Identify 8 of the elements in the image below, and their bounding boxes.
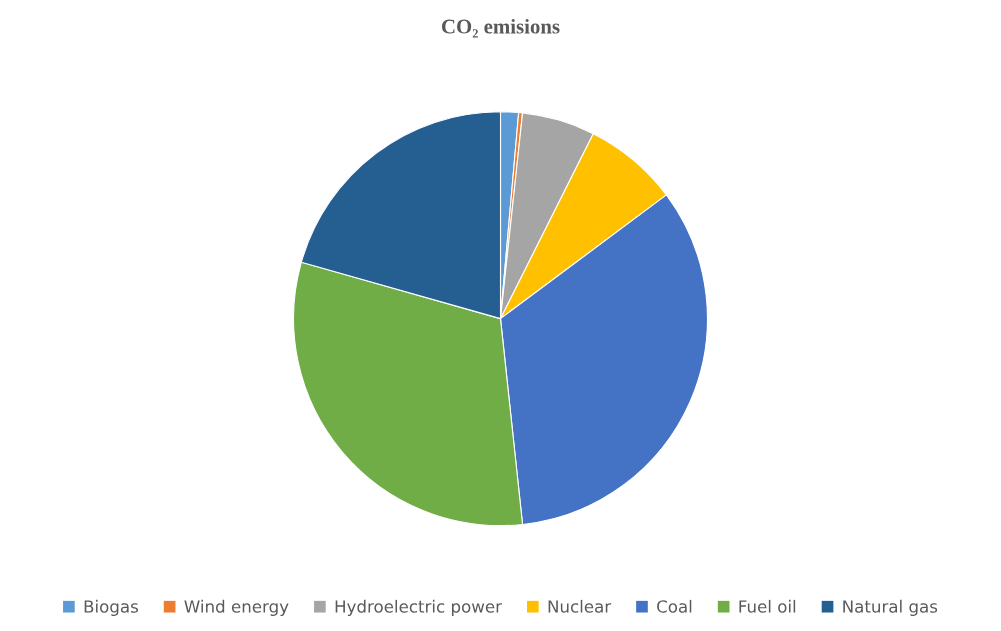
legend-label: Hydroelectric power bbox=[335, 599, 502, 616]
legend-label: Natural gas bbox=[843, 599, 938, 616]
legend-label: Nuclear bbox=[548, 599, 612, 613]
legend-label: Coal bbox=[657, 599, 692, 613]
legend-label: Wind energy bbox=[184, 599, 289, 616]
legend-label: Fuel oil bbox=[739, 599, 796, 613]
legend-label: Biogas bbox=[84, 599, 138, 616]
chart-title: CO₂ emisions bbox=[441, 18, 560, 38]
